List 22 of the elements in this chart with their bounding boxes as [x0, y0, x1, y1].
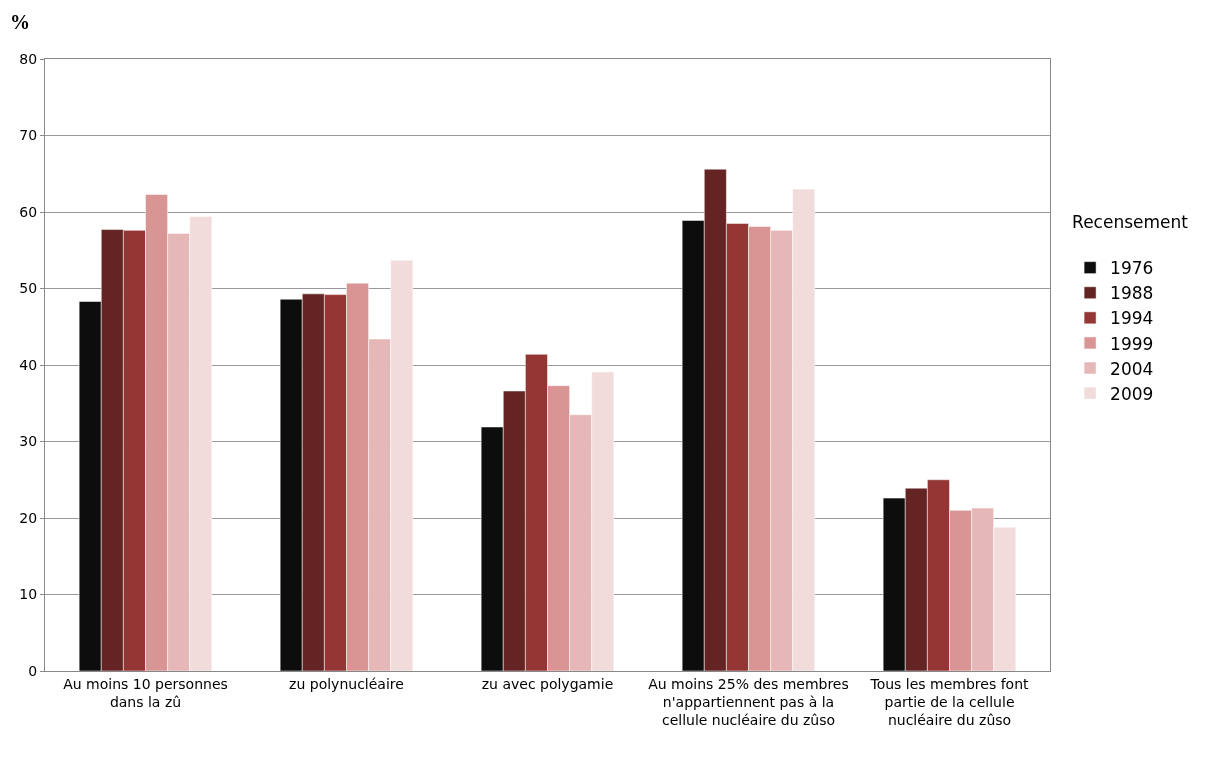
legend-label: 1999: [1110, 333, 1154, 354]
y-tick-label: 70: [19, 127, 38, 144]
legend-label: 1976: [1110, 258, 1154, 279]
y-tick-label: 30: [19, 433, 38, 450]
x-tick-label: zu polynucléaire: [289, 675, 404, 692]
x-tick-label: Au moins 10 personnes dans la zû: [63, 675, 228, 710]
y-tick-label: 60: [19, 203, 38, 220]
x-tick-label: Au moins 25% des membres n'appartiennent pas à la cellule nucléaire du zûso: [648, 675, 849, 729]
y-tick-label: 80: [19, 50, 38, 67]
y-axis-title: %: [10, 11, 30, 33]
y-tick-label: 20: [19, 509, 38, 526]
legend-title: Recensement: [1072, 211, 1189, 232]
x-tick-label: zu avec polygamie: [481, 675, 614, 692]
x-tick-label: Tous les membres font partie de la cellule nucléaire du zûso: [869, 675, 1030, 729]
legend-label: 2009: [1110, 383, 1154, 404]
legend-label: 1994: [1110, 308, 1154, 329]
y-tick-label: 40: [19, 356, 38, 373]
legend-label: 2004: [1110, 358, 1154, 379]
y-tick-label: 0: [28, 662, 38, 679]
legend-label: 1988: [1110, 283, 1154, 304]
y-tick-label: 10: [19, 586, 38, 603]
y-tick-label: 50: [19, 280, 38, 297]
